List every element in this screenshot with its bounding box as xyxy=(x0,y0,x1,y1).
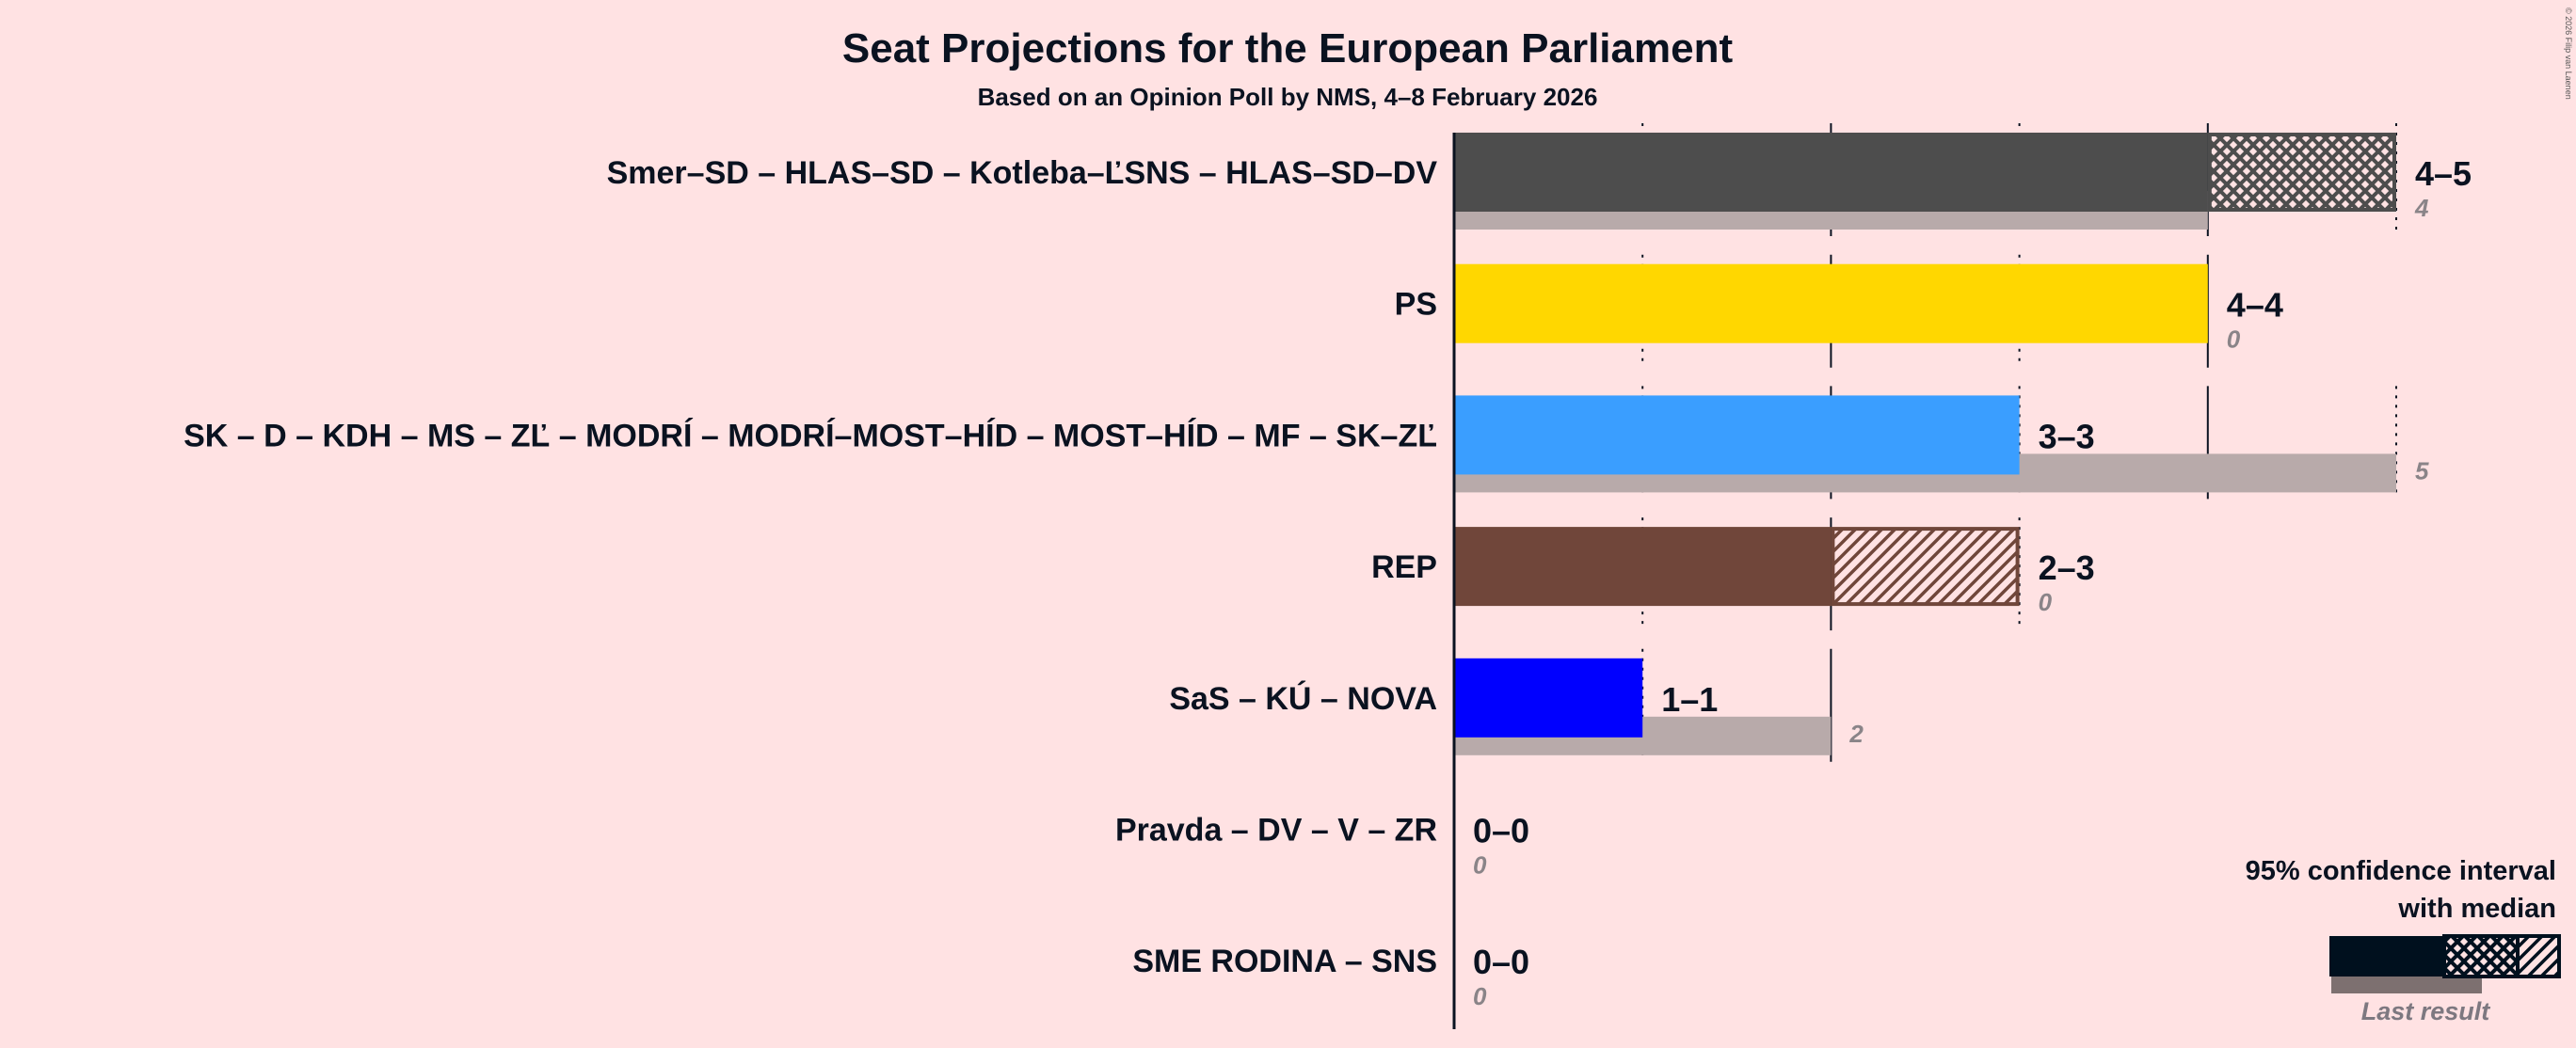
party-label: SME RODINA – SNS xyxy=(1132,944,1437,979)
ci-solid-bar xyxy=(1454,395,2020,475)
last-result-label: 2 xyxy=(1848,720,1864,748)
party-label: Pravda – DV – V – ZR xyxy=(1115,813,1437,849)
range-label: 0–0 xyxy=(1473,812,1529,850)
last-result-label: 0 xyxy=(2227,326,2241,354)
last-result-label: 5 xyxy=(2415,456,2429,484)
legend: 95% confidence interval with median Last… xyxy=(2246,856,2561,1025)
ci-solid-bar xyxy=(1454,263,2208,343)
range-label: 0–0 xyxy=(1473,943,1529,981)
range-label: 1–1 xyxy=(1661,680,1718,719)
ci-solid-bar xyxy=(1454,658,1643,738)
ci-median-high-bar xyxy=(1831,527,2020,607)
party-label: Smer–SD – HLAS–SD – Kotleba–ĽSNS – HLAS–… xyxy=(607,155,1438,191)
last-result-label: 0 xyxy=(2039,588,2053,616)
last-result-label: 4 xyxy=(2414,194,2429,222)
legend-last-result-bar xyxy=(2331,975,2482,993)
legend-crosshatch-bar xyxy=(2442,934,2520,978)
ci-low-median-bar xyxy=(2207,133,2397,212)
legend-last-result-label: Last result xyxy=(2361,997,2491,1025)
party-label: SK – D – KDH – MS – ZĽ – MODRÍ – MODRÍ–M… xyxy=(184,418,1437,453)
last-result-label: 0 xyxy=(1473,851,1487,880)
chart-subtitle: Based on an Opinion Poll by NMS, 4–8 Feb… xyxy=(978,83,1598,111)
party-label: PS xyxy=(1395,287,1437,323)
legend-solid-bar xyxy=(2329,936,2444,977)
range-label: 3–3 xyxy=(2039,417,2095,455)
legend-title-line2: with median xyxy=(2397,894,2556,924)
range-label: 2–3 xyxy=(2039,548,2095,587)
legend-diagonal-bar xyxy=(2516,934,2561,978)
party-label: SaS – KÚ – NOVA xyxy=(1169,681,1437,717)
ci-solid-bar xyxy=(1454,133,2208,212)
chart-title: Seat Projections for the European Parlia… xyxy=(842,25,1734,71)
party-label: REP xyxy=(1371,549,1437,585)
ci-solid-bar xyxy=(1454,527,1832,607)
legend-title-line1: 95% confidence interval xyxy=(2246,856,2556,886)
range-label: 4–4 xyxy=(2227,286,2283,325)
last-result-label: 0 xyxy=(1473,982,1487,1010)
range-label: 4–5 xyxy=(2415,154,2472,193)
copyright: © 2026 Filip van Laenen xyxy=(2564,8,2573,100)
